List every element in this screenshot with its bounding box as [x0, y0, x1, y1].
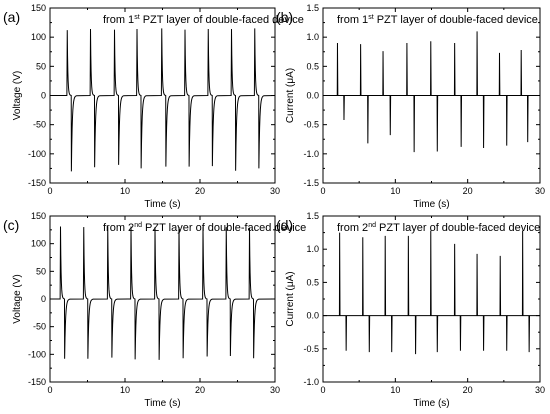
y-tick-label: -1.0	[303, 149, 319, 159]
y-axis-label: Current (μA)	[285, 271, 296, 326]
x-tick-label: 20	[463, 186, 473, 196]
y-tick-label: -1.0	[303, 377, 319, 387]
y-tick-label: -1.5	[303, 178, 319, 188]
panel-title: from 1st PZT layer of double-faced devic…	[103, 14, 304, 26]
x-tick-label: 20	[463, 385, 473, 395]
y-tick-label: -50	[33, 322, 46, 332]
y-tick-label: 150	[31, 3, 46, 13]
y-tick-label: 0.5	[306, 277, 319, 287]
x-axis-label: Time (s)	[144, 199, 180, 210]
y-tick-label: 1.0	[306, 32, 319, 42]
x-tick-label: 30	[270, 385, 280, 395]
y-tick-label: 1.0	[306, 244, 319, 254]
x-tick-label: 10	[120, 186, 130, 196]
series-line	[50, 28, 275, 172]
panel-label: (c)	[3, 217, 19, 233]
panel-title: from 1st PZT layer of double-faced devic…	[337, 14, 538, 26]
y-tick-label: 1.5	[306, 3, 319, 13]
y-axis-label: Voltage (V)	[12, 71, 23, 120]
x-tick-label: 0	[47, 385, 52, 395]
y-tick-label: 100	[31, 32, 46, 42]
y-tick-label: -50	[33, 120, 46, 130]
x-axis-label: Time (s)	[413, 199, 449, 210]
y-tick-label: 1.5	[306, 211, 319, 221]
x-tick-label: 0	[320, 186, 325, 196]
panel-title: from 2nd PZT layer of double-faced devic…	[337, 222, 540, 234]
panel-label: (b)	[276, 9, 293, 25]
y-tick-label: 0	[41, 294, 46, 304]
x-tick-label: 30	[270, 186, 280, 196]
panel-label: (a)	[3, 9, 20, 25]
panel-c: 0 10 20 30 -150 -100 -50 0 50 100 150 Time (s) Volta…	[3, 211, 306, 409]
y-tick-label: -150	[28, 377, 46, 387]
panel-title: from 2nd PZT layer of double-faced devic…	[103, 222, 306, 234]
y-tick-label: 0.0	[306, 91, 319, 101]
x-tick-label: 20	[195, 385, 205, 395]
y-tick-label: 50	[36, 266, 46, 276]
x-tick-label: 30	[535, 186, 545, 196]
x-axis-label: Time (s)	[144, 398, 180, 409]
x-tick-label: 0	[47, 186, 52, 196]
x-tick-label: 10	[120, 385, 130, 395]
panel-a: 0 10 20 30 -150 -100 -50 0 50 100 150 Time (s) Volta…	[3, 3, 304, 210]
panel-b: 0 10 20 30 -1.5 -1.0 -0.5 0.0 0.5 1.0 1.5 Time (s) C…	[276, 3, 545, 210]
series-line	[323, 31, 540, 153]
y-tick-label: -100	[28, 349, 46, 359]
x-tick-label: 30	[535, 385, 545, 395]
y-tick-label: 50	[36, 61, 46, 71]
y-tick-label: 0.5	[306, 61, 319, 71]
panel-d: 0 10 20 30 -1.0 -0.5 0.0 0.5 1.0 1.5 Time (s) Curre…	[276, 211, 545, 409]
x-tick-label: 10	[390, 385, 400, 395]
y-axis-label: Current (μA)	[285, 68, 296, 123]
y-tick-label: 100	[31, 239, 46, 249]
x-tick-label: 20	[195, 186, 205, 196]
series-line	[50, 226, 275, 360]
y-tick-label: 0.0	[306, 311, 319, 321]
y-tick-label: -150	[28, 178, 46, 188]
x-tick-label: 10	[390, 186, 400, 196]
x-axis-label: Time (s)	[413, 398, 449, 409]
y-tick-label: 0	[41, 91, 46, 101]
y-tick-label: -0.5	[303, 120, 319, 130]
y-tick-label: -0.5	[303, 344, 319, 354]
panel-label: (d)	[276, 217, 293, 233]
y-tick-label: 150	[31, 211, 46, 221]
y-axis-label: Voltage (V)	[12, 274, 23, 323]
x-tick-label: 0	[320, 385, 325, 395]
y-tick-label: -100	[28, 149, 46, 159]
series-line	[323, 230, 540, 355]
